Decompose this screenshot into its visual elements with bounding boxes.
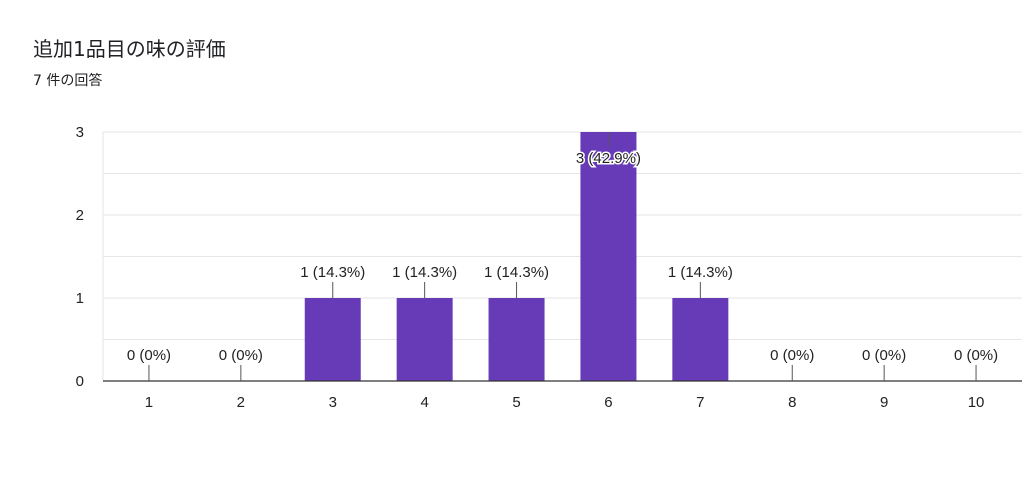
y-tick-label: 0 (76, 373, 84, 390)
data-label: 0 (0%) (219, 347, 263, 364)
y-tick-label: 3 (76, 124, 84, 141)
bar-3 (304, 298, 361, 381)
bar-7 (672, 298, 729, 381)
data-label: 1 (14.3%) (668, 264, 733, 281)
data-labels: 0 (0%) 0 (0%) 1 (14.3%) 1 (14.3%) 1 (14.3%) 3… (127, 132, 998, 381)
data-label: 3 (42.9%) (576, 150, 641, 167)
bar-5 (488, 298, 545, 381)
data-label: 0 (0%) (770, 347, 814, 364)
bars (304, 132, 729, 381)
axes: 0 1 2 3 1 2 3 4 5 6 7 8 9 10 (76, 124, 1022, 411)
y-tick-label: 2 (76, 207, 84, 224)
x-tick-label: 6 (604, 394, 612, 411)
data-label: 1 (14.3%) (392, 264, 457, 281)
y-tick-label: 1 (76, 290, 84, 307)
grid-lines (102, 131, 1022, 381)
x-tick-label: 10 (968, 394, 985, 411)
x-tick-label: 2 (237, 394, 245, 411)
x-tick-label: 3 (329, 394, 337, 411)
bar-6 (580, 132, 637, 381)
x-tick-label: 9 (880, 394, 888, 411)
bar-4 (396, 298, 453, 381)
x-tick-label: 8 (788, 394, 796, 411)
response-count: 7 件の回答 (33, 73, 103, 89)
data-label: 1 (14.3%) (300, 264, 365, 281)
x-tick-label: 7 (696, 394, 704, 411)
x-tick-label: 5 (512, 394, 520, 411)
data-label: 0 (0%) (127, 347, 171, 364)
x-tick-label: 4 (420, 394, 428, 411)
x-tick-label: 1 (145, 394, 153, 411)
chart-title: 追加1品目の味の評価 (33, 37, 226, 61)
data-label: 0 (0%) (862, 347, 906, 364)
data-label: 1 (14.3%) (484, 264, 549, 281)
data-label: 0 (0%) (954, 347, 998, 364)
